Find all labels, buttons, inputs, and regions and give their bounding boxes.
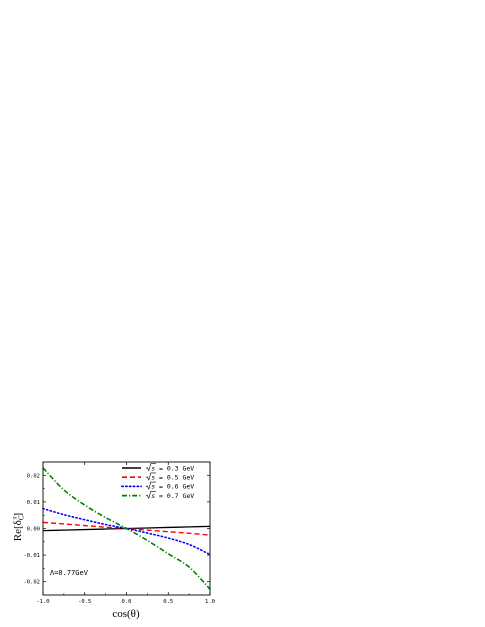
legend-label-2: = 0.5 GeV bbox=[159, 474, 194, 482]
series-line-4 bbox=[42, 467, 211, 590]
y-axis-title-sup: π bbox=[13, 516, 19, 519]
legend-label-1: = 0.3 GeV bbox=[159, 464, 194, 472]
legend-sqrt-var: s bbox=[151, 464, 155, 472]
series-line-3 bbox=[42, 507, 211, 556]
y-axis-title-end: ] bbox=[12, 513, 24, 517]
legend-sqrt-var: s bbox=[151, 492, 155, 500]
y-axis-title-main: Re[δ bbox=[12, 520, 24, 541]
x-tick-label: 1.0 bbox=[205, 599, 215, 605]
x-tick-label: -0.5 bbox=[78, 599, 91, 605]
y-tick-label: 0.00 bbox=[27, 527, 40, 533]
legend-sqrt-var: s bbox=[151, 483, 155, 491]
x-tick-label: -1.0 bbox=[36, 599, 49, 605]
sqrt-icon bbox=[145, 491, 156, 500]
y-tick-label: -0.01 bbox=[23, 553, 40, 559]
y-tick-label: 0.02 bbox=[27, 473, 40, 479]
legend-sqrt-var: s bbox=[151, 474, 155, 482]
legend-label-4: = 0.7 GeV bbox=[159, 492, 194, 500]
axes: -1.0 -0.5 0.0 0.5 1.0 -0.02 -0.01 0.00 0.01 0.02 bbox=[23, 461, 215, 605]
sqrt-icon bbox=[145, 481, 156, 490]
legend-label-3: = 0.6 GeV bbox=[159, 483, 194, 491]
series-layer bbox=[42, 467, 211, 590]
sqrt-icon bbox=[145, 463, 156, 472]
annotation-lambda: Λ=0.77GeV bbox=[50, 569, 89, 577]
y-tick-label: -0.02 bbox=[23, 580, 40, 586]
y-axis-title-sub: C bbox=[18, 515, 26, 520]
sqrt-icon bbox=[145, 472, 156, 481]
x-tick-label: 0.0 bbox=[122, 599, 132, 605]
legend: s = 0.3 GeV s = 0.5 GeV s = 0.6 GeV s = 0.7 GeV bbox=[121, 463, 194, 500]
y-tick-label: 0.01 bbox=[27, 500, 40, 506]
x-tick-label: 0.5 bbox=[163, 599, 173, 605]
x-axis-title: cos(θ) bbox=[112, 608, 140, 620]
y-axis-title: Re[δCπ] bbox=[12, 513, 26, 541]
